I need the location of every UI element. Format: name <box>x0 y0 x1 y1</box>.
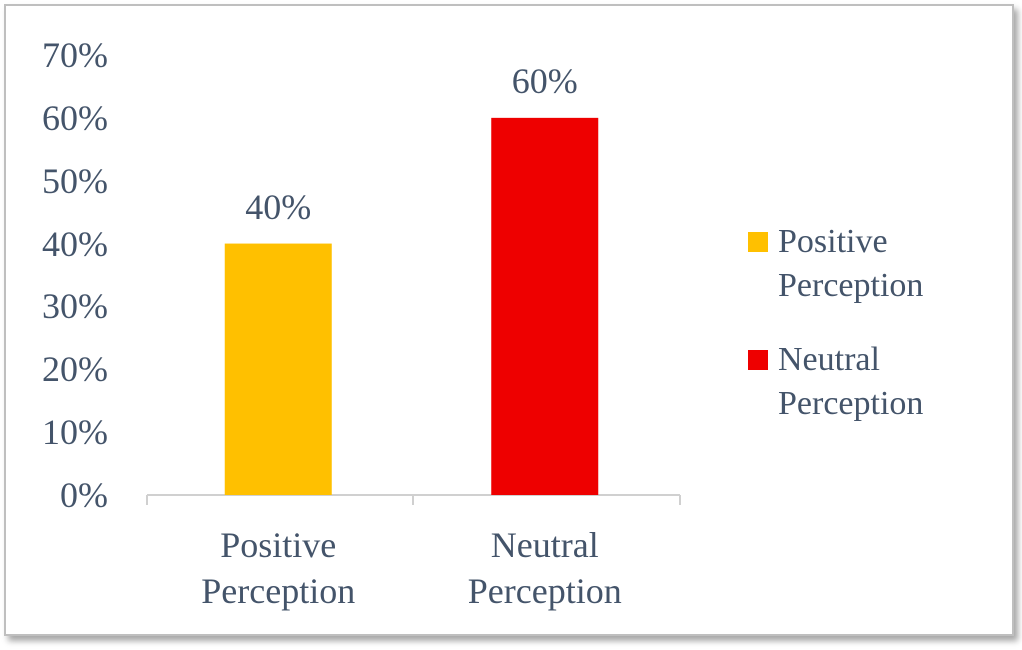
y-tick-label: 70% <box>42 35 108 75</box>
data-label: 40% <box>245 186 312 227</box>
legend-label: Neutral Perception <box>778 341 924 422</box>
bar <box>491 117 599 495</box>
y-tick-label: 0% <box>60 475 108 515</box>
x-tick-label: Positive Perception <box>201 525 356 611</box>
y-tick-label: 30% <box>42 286 108 327</box>
bar <box>224 243 332 495</box>
y-tick-label: 50% <box>42 160 108 201</box>
y-tick-label: 60% <box>42 97 108 138</box>
legend-label: Positive Perception <box>778 223 924 304</box>
y-tick-label: 20% <box>42 349 108 390</box>
data-label: 60% <box>511 60 578 101</box>
y-tick-label: 10% <box>42 412 108 453</box>
legend-swatch <box>748 350 768 370</box>
y-tick-label: 40% <box>42 223 108 264</box>
legend-swatch <box>748 232 768 252</box>
x-tick-label: Neutral Perception <box>467 525 622 611</box>
